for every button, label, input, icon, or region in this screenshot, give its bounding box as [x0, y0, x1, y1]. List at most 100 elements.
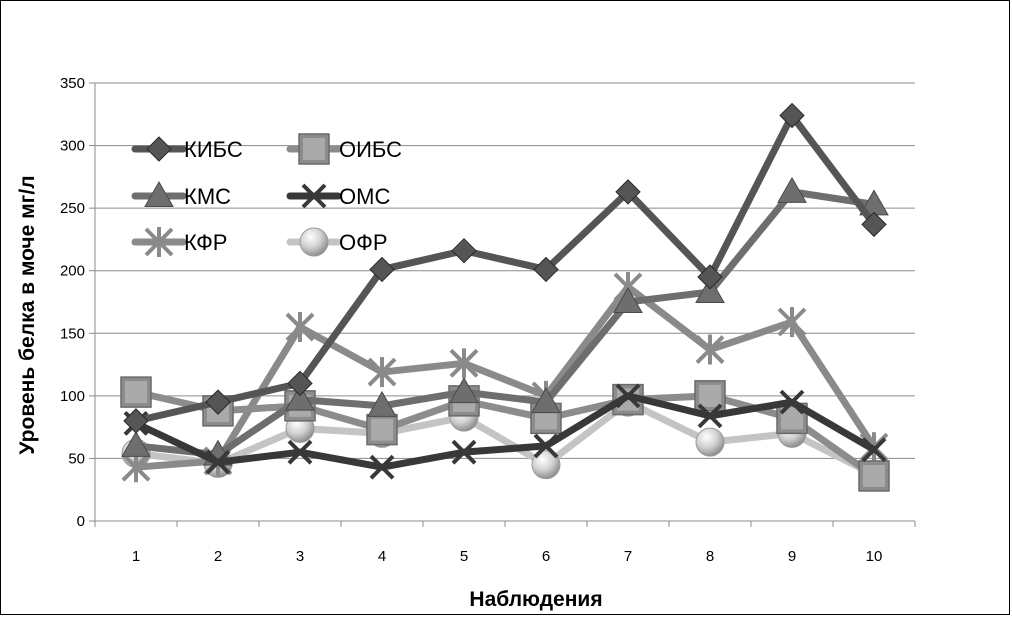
point-marker: [449, 377, 479, 404]
point-marker: [146, 136, 172, 162]
point-marker: [287, 370, 313, 397]
point-marker: [533, 433, 559, 459]
point-marker: [861, 211, 887, 238]
circle-marker: [299, 227, 329, 257]
square-marker-inner: [125, 381, 147, 404]
y-tick-label: 100: [60, 388, 85, 405]
point-marker: [369, 454, 395, 480]
point-marker: [301, 183, 327, 209]
x-marker-stroke: [369, 454, 395, 480]
legend-item-4: ОМС: [286, 183, 390, 209]
point-marker: [366, 413, 398, 446]
triangle-marker: [367, 390, 397, 417]
diamond-marker: [533, 256, 559, 283]
point-marker: [695, 334, 725, 365]
triangle-marker: [121, 430, 151, 457]
series-group: [120, 102, 890, 492]
point-marker: [531, 450, 561, 480]
point-marker: [123, 408, 149, 434]
square-marker-inner: [863, 464, 885, 487]
diamond-marker: [369, 256, 395, 283]
point-marker: [779, 389, 805, 415]
series-3: [121, 176, 889, 466]
diamond-marker: [287, 370, 313, 397]
point-marker: [861, 437, 887, 463]
y-tick-label: 150: [60, 325, 85, 342]
square-marker-inner: [781, 407, 803, 430]
y-tick-label: 200: [60, 263, 85, 280]
y-tick-label: 350: [60, 75, 85, 92]
series-line: [132, 398, 878, 479]
legend-item-3: КМС: [131, 180, 231, 209]
point-marker: [613, 286, 643, 313]
point-marker: [777, 176, 807, 203]
x-marker-stroke: [451, 439, 477, 465]
y-tick-label: 300: [60, 138, 85, 155]
axes: 0 50 100 150 200 250 300 350 1 2 3 4 5 6 7 8 9 10: [60, 75, 916, 565]
diamond-marker: [451, 237, 477, 264]
point-marker: [285, 312, 315, 343]
point-marker: [299, 227, 329, 257]
x-marker-stroke: [779, 389, 805, 415]
point-marker: [287, 439, 313, 465]
x-marker-stroke: [615, 383, 641, 409]
y-axis-title: Уровень белка в моче мг/л: [16, 175, 39, 454]
x-axis-title: Наблюдения: [469, 588, 602, 611]
triangle-marker: [695, 276, 725, 303]
square-marker-inner: [699, 384, 721, 407]
point-marker: [121, 430, 151, 457]
y-tick-label: 50: [68, 450, 85, 467]
x-marker-stroke: [205, 449, 231, 475]
legend-label: ОИБС: [339, 137, 402, 162]
x-tick-label: 1: [132, 548, 140, 565]
x-marker-stroke: [697, 403, 723, 429]
legend-item-2: ОИБС: [286, 133, 402, 165]
series-4: [123, 383, 887, 480]
point-marker: [533, 256, 559, 283]
point-marker: [144, 180, 174, 207]
square-marker-inner: [303, 138, 325, 160]
triangle-marker: [285, 384, 315, 411]
triangle-marker: [449, 377, 479, 404]
legend-label: КФР: [184, 230, 227, 255]
point-marker: [205, 449, 231, 475]
point-marker: [144, 227, 174, 257]
point-marker: [615, 179, 641, 205]
point-marker: [298, 133, 330, 165]
legend-item-1: КИБС: [131, 136, 243, 162]
triangle-marker: [531, 387, 561, 414]
x-tick-label: 6: [542, 548, 550, 565]
legend-label: КМС: [184, 184, 231, 209]
triangle-marker: [613, 286, 643, 313]
legend-label: ОФР: [339, 230, 388, 255]
y-tick-label: 250: [60, 200, 85, 217]
point-marker: [451, 439, 477, 465]
diamond-marker: [615, 179, 641, 205]
triangle-marker: [144, 180, 174, 207]
point-marker: [451, 237, 477, 264]
point-marker: [615, 383, 641, 409]
point-marker: [449, 348, 479, 379]
x-tick-label: 4: [378, 548, 386, 565]
point-marker: [858, 460, 890, 492]
point-marker: [777, 307, 807, 338]
circle-marker: [695, 427, 725, 457]
legend-label: КИБС: [184, 137, 243, 162]
x-tick-label: 2: [214, 548, 222, 565]
x-tick-label: 8: [706, 548, 714, 565]
circle-marker: [531, 450, 561, 480]
point-marker: [779, 102, 805, 129]
diamond-marker: [205, 389, 231, 415]
point-marker: [121, 452, 151, 483]
legend-label: ОМС: [339, 184, 390, 209]
series-line: [132, 112, 878, 425]
point-marker: [367, 390, 397, 417]
x-marker-stroke: [861, 437, 887, 463]
x-marker-stroke: [533, 433, 559, 459]
point-marker: [369, 256, 395, 283]
legend-item-5: КФР: [131, 227, 227, 257]
triangle-marker: [777, 176, 807, 203]
x-tick-label: 7: [624, 548, 632, 565]
